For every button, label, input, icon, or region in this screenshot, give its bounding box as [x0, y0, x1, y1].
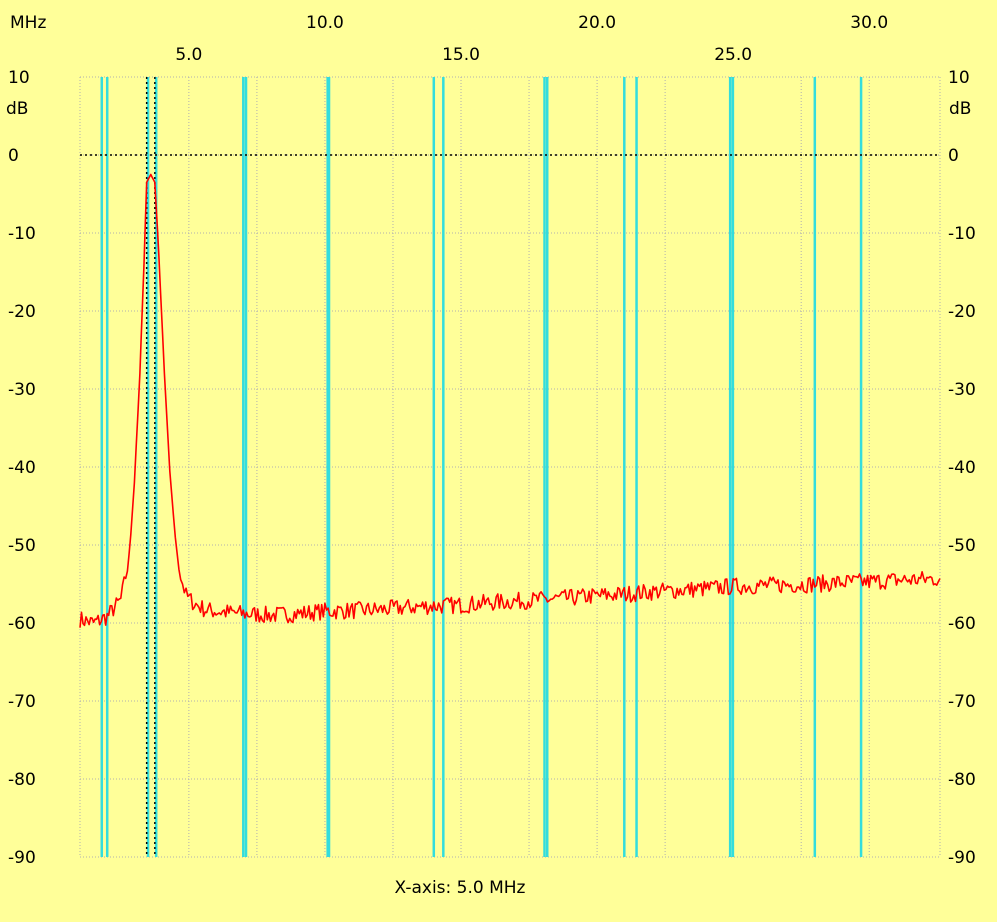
y-tick-label-left: 10	[8, 68, 30, 88]
x-tick-label: 10.0	[306, 13, 344, 33]
y-tick-label-right: -10	[948, 224, 976, 244]
spectrum-trace	[79, 173, 941, 628]
band-markers	[100, 77, 863, 857]
y-tick-label-right: -70	[948, 692, 976, 712]
y-tick-label-right: -90	[948, 848, 976, 868]
x-tick-label: 15.0	[442, 45, 480, 65]
x-tick-label: 25.0	[714, 45, 752, 65]
y-unit-label-right: dB	[949, 99, 971, 119]
x-axis-caption: X-axis: 5.0 MHz	[395, 878, 526, 898]
x-tick-label: 20.0	[578, 13, 616, 33]
y-tick-label-left: -10	[8, 224, 36, 244]
y-tick-label-left: -90	[8, 848, 36, 868]
grid	[79, 76, 941, 858]
y-tick-label-right: 10	[948, 68, 970, 88]
y-tick-label-left: 0	[8, 146, 19, 166]
y-tick-label-left: -40	[8, 458, 36, 478]
y-tick-label-right: 0	[948, 146, 959, 166]
y-tick-label-right: -60	[948, 614, 976, 634]
y-tick-labels: 10 10 0 0 -10 -10 -20 -20 -30 -30 -40 -40 -50 -50 -60 -…	[8, 68, 976, 868]
x-unit-label: MHz	[10, 13, 46, 33]
y-tick-label-left: -30	[8, 380, 36, 400]
center-markers	[145, 77, 156, 857]
y-tick-label-left: -80	[8, 770, 36, 790]
y-tick-label-left: -60	[8, 614, 36, 634]
y-tick-label-right: -40	[948, 458, 976, 478]
y-tick-label-right: -50	[948, 536, 976, 556]
x-tick-label: 5.0	[175, 45, 202, 65]
y-tick-label-left: -20	[8, 302, 36, 322]
x-tick-label: 30.0	[850, 13, 888, 33]
y-unit-label-left: dB	[6, 99, 28, 119]
y-tick-label-right: -30	[948, 380, 976, 400]
y-tick-label-left: -50	[8, 536, 36, 556]
y-tick-label-right: -20	[948, 302, 976, 322]
y-tick-label-left: -70	[8, 692, 36, 712]
x-tick-labels: 10.0 20.0 30.0 5.0 15.0 25.0	[175, 13, 888, 65]
y-tick-label-right: -80	[948, 770, 976, 790]
